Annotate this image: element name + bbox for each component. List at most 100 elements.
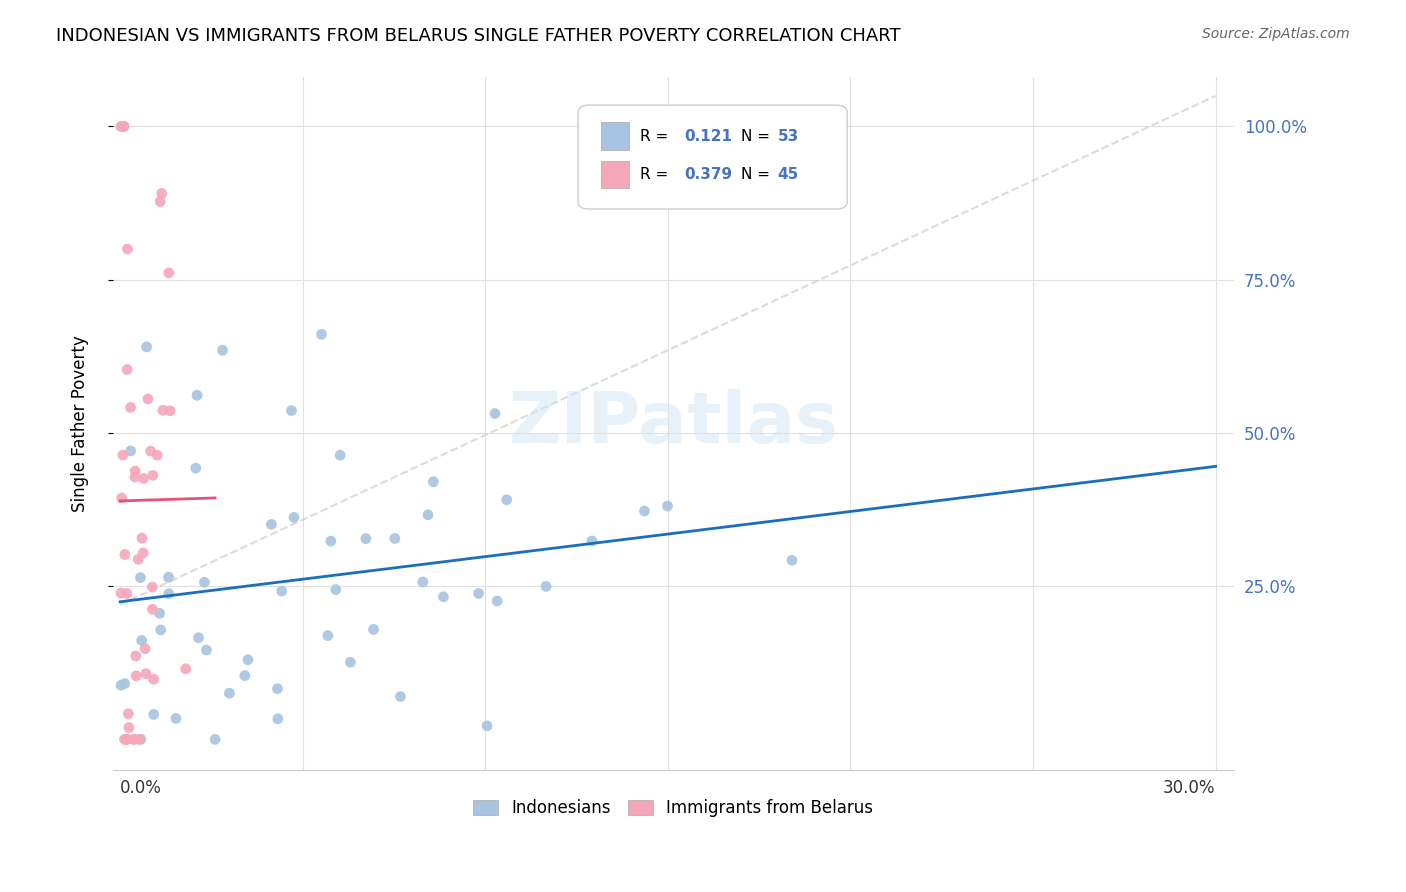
Point xyxy=(187,631,209,645)
FancyBboxPatch shape xyxy=(578,105,848,209)
Point xyxy=(339,655,361,669)
Point xyxy=(129,571,152,585)
Text: ZIPatlas: ZIPatlas xyxy=(509,389,838,458)
Text: Source: ZipAtlas.com: Source: ZipAtlas.com xyxy=(1202,27,1350,41)
Point xyxy=(174,662,197,676)
Point xyxy=(142,672,165,686)
Point xyxy=(120,401,142,415)
Text: 30.0%: 30.0% xyxy=(1163,780,1216,797)
Point xyxy=(115,732,138,747)
Legend: Indonesians, Immigrants from Belarus: Indonesians, Immigrants from Belarus xyxy=(467,793,880,824)
Point xyxy=(195,643,218,657)
Point xyxy=(280,403,302,417)
Text: 0.121: 0.121 xyxy=(685,128,733,144)
Point xyxy=(149,623,172,637)
Point xyxy=(112,120,135,134)
Point xyxy=(149,607,172,621)
Point xyxy=(132,546,155,560)
Point xyxy=(141,602,163,616)
Text: 0.0%: 0.0% xyxy=(120,780,162,797)
Point xyxy=(112,120,135,134)
Text: 0.379: 0.379 xyxy=(685,167,733,182)
Point xyxy=(495,492,517,507)
Point xyxy=(184,461,207,475)
Point xyxy=(139,444,162,458)
Point xyxy=(319,534,342,549)
Point xyxy=(141,580,163,594)
Text: R =: R = xyxy=(640,128,673,144)
Point xyxy=(363,623,385,637)
Point xyxy=(111,491,134,505)
Point xyxy=(114,548,136,562)
Point xyxy=(534,579,557,593)
Text: 45: 45 xyxy=(778,167,799,182)
Point xyxy=(114,732,136,747)
Point xyxy=(389,690,412,704)
Point xyxy=(484,407,506,421)
Point xyxy=(142,468,165,483)
Point xyxy=(120,444,142,458)
Point xyxy=(125,648,148,663)
Point xyxy=(131,633,153,648)
Point xyxy=(115,362,138,376)
Point xyxy=(114,676,136,690)
Text: INDONESIAN VS IMMIGRANTS FROM BELARUS SINGLE FATHER POVERTY CORRELATION CHART: INDONESIAN VS IMMIGRANTS FROM BELARUS SI… xyxy=(56,27,901,45)
Point xyxy=(112,120,135,134)
Point xyxy=(146,448,169,462)
Point xyxy=(159,404,181,418)
Point xyxy=(118,721,141,735)
Point xyxy=(117,706,139,721)
Point xyxy=(633,504,655,518)
Point xyxy=(186,388,208,402)
Point xyxy=(657,499,679,513)
Point xyxy=(112,120,135,134)
Point xyxy=(204,732,226,747)
Point xyxy=(115,732,138,747)
Point xyxy=(128,732,150,747)
Point xyxy=(384,532,406,546)
Text: R =: R = xyxy=(640,167,673,182)
Point xyxy=(152,403,174,417)
Point xyxy=(236,653,259,667)
Point xyxy=(124,470,146,484)
Point xyxy=(149,194,172,209)
Point xyxy=(110,586,132,600)
Point xyxy=(127,552,149,566)
Point xyxy=(412,574,434,589)
Point xyxy=(157,266,180,280)
Point xyxy=(211,343,233,358)
Point xyxy=(111,448,134,462)
Point xyxy=(115,732,138,747)
Point xyxy=(486,594,509,608)
Point xyxy=(157,570,180,584)
Point xyxy=(134,641,156,656)
Point xyxy=(467,586,489,600)
Text: 53: 53 xyxy=(778,128,799,144)
Point xyxy=(110,678,132,692)
Point xyxy=(581,533,603,548)
Point xyxy=(270,584,292,599)
Point xyxy=(110,120,132,134)
Point xyxy=(136,392,159,406)
FancyBboxPatch shape xyxy=(600,161,628,188)
Point xyxy=(135,666,157,681)
Point xyxy=(165,711,187,725)
Point xyxy=(780,553,803,567)
Point xyxy=(129,732,152,747)
Point xyxy=(218,686,240,700)
Point xyxy=(311,327,333,342)
Point xyxy=(193,575,215,590)
Point xyxy=(325,582,347,597)
Point xyxy=(316,629,339,643)
Point xyxy=(132,471,155,485)
Point xyxy=(125,669,148,683)
Point xyxy=(266,681,288,696)
Point xyxy=(260,517,283,532)
Point xyxy=(124,464,146,478)
Point xyxy=(329,448,352,462)
Point xyxy=(283,510,305,524)
Point xyxy=(135,340,157,354)
Point xyxy=(233,668,256,682)
Text: N =: N = xyxy=(741,167,769,182)
Point xyxy=(354,532,377,546)
